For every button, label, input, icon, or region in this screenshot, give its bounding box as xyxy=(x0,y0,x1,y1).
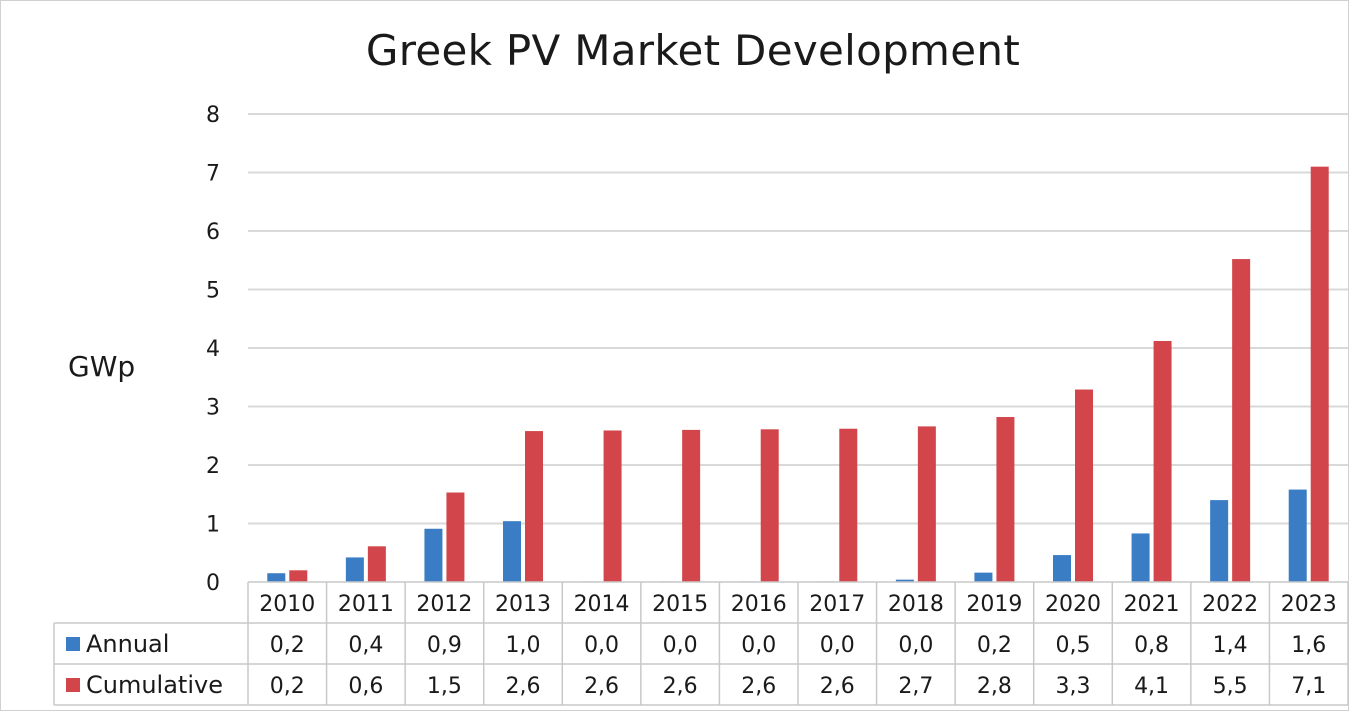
y-tick-label: 7 xyxy=(206,162,220,187)
bar-cumulative-2017 xyxy=(839,428,858,582)
data-label-annual: 0,0 xyxy=(663,633,698,658)
data-label-cumulative: 2,6 xyxy=(663,674,698,699)
bar-annual-2018 xyxy=(895,579,914,582)
x-tick-label: 2013 xyxy=(495,592,551,617)
bar-annual-2022 xyxy=(1210,500,1229,582)
y-tick-label: 3 xyxy=(206,396,220,421)
data-label-cumulative: 4,1 xyxy=(1134,674,1169,699)
y-tick-label: 5 xyxy=(206,279,220,304)
x-tick-label: 2010 xyxy=(259,592,315,617)
bar-annual-2010 xyxy=(267,573,286,582)
y-tick-label: 0 xyxy=(206,571,220,596)
bar-annual-2021 xyxy=(1131,533,1150,582)
data-label-cumulative: 1,5 xyxy=(427,674,462,699)
data-label-annual: 1,0 xyxy=(506,633,541,658)
chart-title: Greek PV Market Development xyxy=(365,26,1021,75)
data-label-annual: 0,0 xyxy=(584,633,619,658)
bar-cumulative-2021 xyxy=(1153,340,1172,582)
data-label-cumulative: 0,2 xyxy=(270,674,305,699)
y-axis-label: GWp xyxy=(68,350,136,383)
bar-annual-2012 xyxy=(424,528,443,582)
x-tick-label: 2021 xyxy=(1124,592,1180,617)
legend-key-cumulative xyxy=(66,678,80,692)
data-label-annual: 0,2 xyxy=(270,633,305,658)
data-label-annual: 1,6 xyxy=(1291,633,1326,658)
data-label-annual: 0,0 xyxy=(820,633,855,658)
data-label-cumulative: 2,8 xyxy=(977,674,1012,699)
bar-annual-2013 xyxy=(503,521,521,582)
bar-cumulative-2011 xyxy=(367,546,386,582)
bar-annual-2011 xyxy=(345,557,364,582)
bar-annual-2020 xyxy=(1053,555,1071,582)
data-label-annual: 0,8 xyxy=(1134,633,1169,658)
bar-cumulative-2019 xyxy=(996,417,1015,582)
bar-cumulative-2018 xyxy=(917,426,936,582)
data-label-cumulative: 0,6 xyxy=(348,674,383,699)
y-tick-label: 4 xyxy=(206,337,220,362)
x-tick-label: 2023 xyxy=(1281,592,1337,617)
data-label-annual: 0,9 xyxy=(427,633,462,658)
bar-cumulative-2010 xyxy=(289,570,308,582)
data-label-cumulative: 5,5 xyxy=(1213,674,1248,699)
data-label-annual: 0,4 xyxy=(348,633,383,658)
bar-cumulative-2023 xyxy=(1310,166,1329,582)
y-tick-label: 1 xyxy=(206,513,220,538)
bar-cumulative-2022 xyxy=(1232,259,1251,582)
legend-key-annual xyxy=(66,637,80,651)
x-tick-label: 2022 xyxy=(1202,592,1258,617)
data-label-cumulative: 2,6 xyxy=(506,674,541,699)
data-label-cumulative: 2,6 xyxy=(820,674,855,699)
x-tick-label: 2019 xyxy=(966,592,1022,617)
x-tick-label: 2012 xyxy=(416,592,472,617)
bar-annual-2023 xyxy=(1288,489,1307,582)
data-label-cumulative: 2,6 xyxy=(584,674,619,699)
data-label-cumulative: 2,7 xyxy=(898,674,933,699)
data-label-annual: 0,2 xyxy=(977,633,1012,658)
legend-label-cumulative: Cumulative xyxy=(86,671,223,699)
x-tick-label: 2014 xyxy=(574,592,630,617)
x-tick-label: 2017 xyxy=(809,592,865,617)
bar-annual-2019 xyxy=(974,572,993,582)
bar-cumulative-2016 xyxy=(760,429,779,582)
data-label-cumulative: 2,6 xyxy=(741,674,776,699)
y-tick-label: 2 xyxy=(206,454,220,479)
x-tick-label: 2015 xyxy=(652,592,708,617)
data-label-annual: 0,0 xyxy=(741,633,776,658)
x-tick-label: 2011 xyxy=(338,592,394,617)
y-tick-label: 6 xyxy=(206,220,220,245)
data-label-annual: 0,5 xyxy=(1056,633,1091,658)
data-label-annual: 0,0 xyxy=(898,633,933,658)
data-label-cumulative: 7,1 xyxy=(1291,674,1326,699)
bar-cumulative-2014 xyxy=(603,430,622,582)
bar-cumulative-2013 xyxy=(525,431,543,582)
bar-cumulative-2020 xyxy=(1075,389,1093,582)
data-label-cumulative: 3,3 xyxy=(1056,674,1091,699)
x-tick-label: 2020 xyxy=(1045,592,1101,617)
x-tick-label: 2018 xyxy=(888,592,944,617)
bar-cumulative-2015 xyxy=(682,429,701,582)
data-label-annual: 1,4 xyxy=(1213,633,1248,658)
legend-label-annual: Annual xyxy=(86,630,169,658)
y-tick-label: 8 xyxy=(206,103,220,128)
bar-cumulative-2012 xyxy=(446,492,465,582)
x-tick-label: 2016 xyxy=(731,592,787,617)
